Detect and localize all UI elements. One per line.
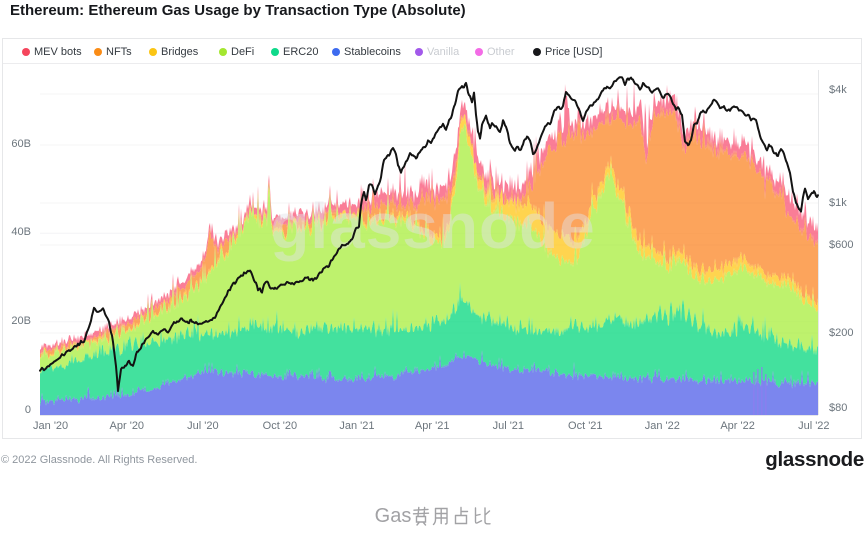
svg-text:glassnode: glassnode xyxy=(270,190,596,262)
